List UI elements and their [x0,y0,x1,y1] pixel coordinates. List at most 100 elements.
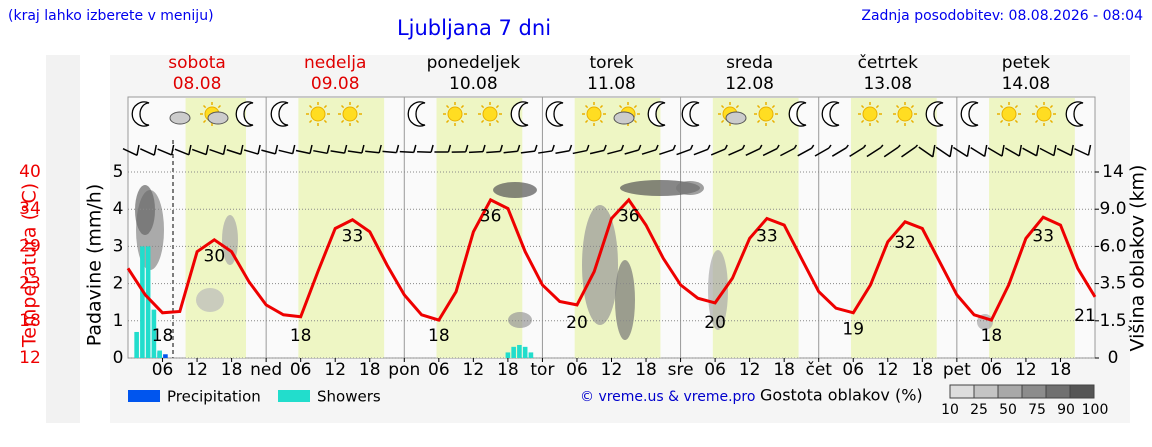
legend-label: Precipitation [167,388,261,406]
x-tick-label: 12 [1015,360,1037,380]
temp-tick-label: 18 [19,311,41,331]
day-date: 13.08 [863,74,912,94]
precip-tick-label: 0 [113,348,124,368]
day-name: četrtek [858,53,919,73]
precip-bar [157,351,162,358]
temp-label: 18 [290,326,312,346]
precip-tick-label: 5 [113,162,124,182]
x-tick-label: 18 [912,360,934,380]
sun-icon [587,107,601,121]
legend-swatch [128,390,160,402]
density-swatch [998,385,1022,398]
x-tick-label: 06 [428,360,450,380]
precip-bar [146,246,151,358]
cloud-tick-label: 6.0 [1099,236,1126,256]
credit: © vreme.us & vreme.pro [580,389,755,405]
day-date: 12.08 [725,74,774,94]
precip-bar [163,354,168,358]
temp-label: 33 [1032,227,1054,247]
density-swatch [1022,385,1046,398]
precip-bar [140,246,145,358]
day-name: petek [1002,53,1050,73]
x-tick-label: 18 [1050,360,1072,380]
temp-label: 30 [204,246,226,266]
updated: Zadnja posodobitev: 08.08.2026 - 08:04 [861,8,1143,24]
temp-label: 18 [152,326,174,346]
x-tick-label: 18 [497,360,519,380]
precip-tick-label: 1 [113,311,124,331]
x-tick-label: ned [250,360,282,380]
x-tick-label: sre [668,360,694,380]
day-date: 11.08 [587,74,636,94]
sun-icon [483,107,497,121]
x-tick-label: pet [943,360,971,380]
x-tick-label: 12 [601,360,623,380]
sun-icon [863,107,877,121]
sun-icon [448,107,462,121]
temp-label: 20 [566,313,588,333]
day-date: 08.08 [173,74,222,94]
precip-axis-title: Padavine (mm/h) [84,184,106,347]
sun-icon [1037,107,1051,121]
density-label: 50 [999,402,1017,418]
day-name: sreda [726,53,773,73]
temp-label: 21 [1074,306,1096,326]
sun-icon [343,107,357,121]
wind-barb [469,152,483,153]
temp-label: 18 [981,326,1003,346]
precip-bar [134,332,139,358]
x-tick-label: 06 [566,360,588,380]
density-swatch [950,385,974,398]
day-date: 09.08 [311,74,360,94]
wind-barb [486,151,500,152]
sun-icon [311,107,325,121]
density-swatch [1046,385,1070,398]
temp-label: 33 [342,227,364,247]
cloud-density [135,185,155,235]
day-date: 10.08 [449,74,498,94]
day-name: sobota [168,53,226,73]
day-date: 14.08 [1002,74,1051,94]
x-tick-label: 18 [773,360,795,380]
density-swatch [1070,385,1094,398]
precip-tick-label: 2 [113,274,124,294]
density-swatch [974,385,998,398]
temp-label: 36 [618,207,640,227]
x-tick-label: 18 [221,360,243,380]
sun-icon [898,107,912,121]
temp-label: 20 [704,313,726,333]
cloud-tick-label: 0 [1108,348,1119,368]
cloud-axis-title: Višina oblakov (km) [1127,165,1149,352]
precip-bar [529,352,534,358]
x-tick-label: čet [805,360,832,380]
title: Ljubljana 7 dni [397,16,551,40]
x-tick-label: 06 [152,360,174,380]
cloud-icon [614,112,634,124]
day-name: nedelja [304,53,366,73]
x-tick-label: 06 [981,360,1003,380]
density-label: 10 [941,402,959,418]
x-tick-label: tor [530,360,554,380]
temp-tick-label: 12 [19,348,41,368]
x-tick-label: 06 [842,360,864,380]
x-tick-label: pon [388,360,420,380]
x-tick-label: 18 [635,360,657,380]
x-tick-label: 12 [463,360,485,380]
x-tick-label: 12 [186,360,208,380]
temp-label: 33 [756,227,778,247]
cloud-icon [170,112,190,124]
x-tick-label: 06 [290,360,312,380]
precip-bar [517,345,522,358]
hint: (kraj lahko izberete v meniju) [8,8,214,24]
legend-label: Showers [317,388,381,406]
cloud-tick-label: 14 [1102,162,1124,182]
wind-barb [400,152,414,153]
cloud-density [676,181,704,195]
temp-tick-label: 40 [19,162,41,182]
sun-icon [1002,107,1016,121]
precip-bar [511,347,516,358]
temp-tick-label: 29 [19,236,41,256]
precip-tick-label: 3 [113,236,124,256]
cloud-density [582,205,618,325]
